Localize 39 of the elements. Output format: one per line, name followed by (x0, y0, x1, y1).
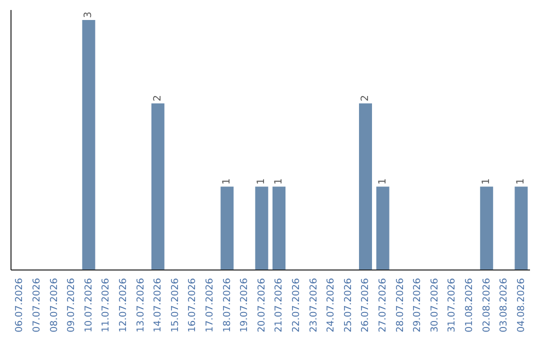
x-tick-label: 07.07.2026 (31, 278, 42, 332)
x-tick-label: 09.07.2026 (66, 278, 78, 332)
x-tick-label: 23.07.2026 (308, 278, 320, 332)
x-tick-label: 24.07.2026 (326, 278, 337, 332)
data-label: 1 (516, 178, 527, 185)
x-tick-label: 06.07.2026 (14, 278, 26, 332)
data-label: 1 (377, 178, 388, 185)
x-tick-label: 10.07.2026 (83, 278, 94, 332)
x-tick-label: 15.07.2026 (170, 278, 181, 332)
x-tick-label: 25.07.2026 (342, 278, 354, 332)
x-tick-label: 30.07.2026 (429, 278, 440, 332)
x-tick-label: 26.07.2026 (360, 278, 372, 332)
x-tick-label: 16.07.2026 (187, 278, 198, 332)
x-tick-label: 29.07.2026 (412, 278, 424, 332)
data-label: 1 (274, 178, 284, 185)
x-tick-label: 18.07.2026 (222, 278, 233, 332)
x-tick-label: 04.08.2026 (516, 278, 527, 332)
x-tick-label: 27.07.2026 (377, 278, 388, 332)
data-label: 1 (222, 178, 233, 185)
x-tick-label: 31.07.2026 (446, 278, 458, 332)
x-tick-label: 08.07.2026 (48, 278, 60, 332)
x-tick-label: 28.07.2026 (394, 278, 406, 332)
x-tick-label: 12.07.2026 (118, 278, 129, 332)
data-label: 3 (83, 12, 94, 18)
x-tick-label: 20.07.2026 (256, 278, 268, 332)
data-label: 2 (152, 94, 164, 102)
x-tick-label: 21.07.2026 (274, 278, 285, 332)
data-label: 2 (360, 94, 371, 102)
x-tick-label: 11.07.2026 (100, 278, 112, 332)
x-tick-label: 19.07.2026 (239, 278, 250, 332)
data-label: 1 (481, 178, 492, 185)
x-tick-label: 17.07.2026 (204, 278, 216, 332)
x-tick-label: 02.08.2026 (481, 278, 492, 332)
x-tick-label: 03.08.2026 (498, 278, 510, 332)
x-tick-label: 13.07.2026 (135, 278, 146, 332)
x-tick-label: 22.07.2026 (290, 278, 302, 332)
x-tick-label: 01.08.2026 (464, 278, 475, 332)
data-label: 1 (256, 178, 268, 185)
x-tick-label: 14.07.2026 (152, 278, 164, 332)
